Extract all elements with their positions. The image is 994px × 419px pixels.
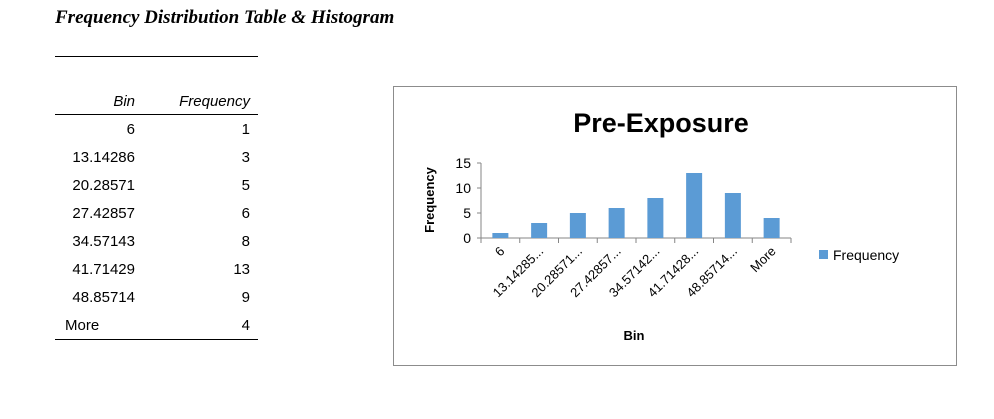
table-row: More 4 <box>55 311 258 340</box>
page-title: Frequency Distribution Table & Histogram <box>55 7 395 28</box>
histogram-svg: Pre-ExposureFrequency051015613.14285...2… <box>422 108 899 343</box>
histogram-bar <box>492 233 509 238</box>
frequency-cell: 13 <box>233 260 250 278</box>
histogram-bar <box>763 218 780 238</box>
frequency-cell: 9 <box>241 288 250 306</box>
y-tick-label: 10 <box>455 180 471 196</box>
frequency-cell: 5 <box>241 176 250 194</box>
x-axis-label: Bin <box>624 328 645 343</box>
frequency-cell: 1 <box>241 120 250 138</box>
frequency-cell: 3 <box>241 148 250 166</box>
bin-cell: 41.71429 <box>72 260 135 278</box>
bin-cell: More <box>55 311 147 340</box>
frequency-table: Bin Frequency 6 1 13.14286 3 20.28571 5 … <box>55 88 258 340</box>
table-row: 13.14286 3 <box>55 143 258 171</box>
y-tick-label: 0 <box>463 230 471 246</box>
y-axis-label: Frequency <box>422 166 437 233</box>
frequency-cell: 4 <box>147 311 258 340</box>
frequency-cell: 6 <box>241 204 250 222</box>
legend-label: Frequency <box>833 247 899 263</box>
histogram-bar <box>647 198 664 238</box>
frequency-cell: 8 <box>241 232 250 250</box>
table-row: 48.85714 9 <box>55 283 258 311</box>
bin-cell: 27.42857 <box>72 204 135 222</box>
y-tick-label: 15 <box>455 155 471 171</box>
chart-title: Pre-Exposure <box>573 108 749 138</box>
bin-cell: 13.14286 <box>72 148 135 166</box>
legend-swatch <box>819 250 828 259</box>
histogram-bar <box>724 193 741 238</box>
table-row: 6 1 <box>55 115 258 144</box>
header-bin: Bin <box>55 88 147 115</box>
histogram-bar <box>686 173 703 238</box>
table-row: 27.42857 6 <box>55 199 258 227</box>
bin-cell: 34.57143 <box>72 232 135 250</box>
x-tick-label: 6 <box>492 244 508 260</box>
table-row: 41.71429 13 <box>55 255 258 283</box>
table-row: 20.28571 5 <box>55 171 258 199</box>
table-row: 34.57143 8 <box>55 227 258 255</box>
histogram-bar <box>531 223 548 238</box>
y-tick-label: 5 <box>463 205 471 221</box>
x-tick-label: More <box>747 244 779 276</box>
histogram-bar <box>569 213 586 238</box>
histogram-chart: Pre-Exposure Frequency 0 5 10 15 6 13.14285... 2… <box>393 86 957 366</box>
bin-cell: 20.28571 <box>72 176 135 194</box>
bin-cell: 48.85714 <box>72 288 135 306</box>
histogram-bar <box>608 208 625 238</box>
bin-cell: 6 <box>126 120 135 138</box>
table-header-row: Bin Frequency <box>55 88 258 115</box>
header-frequency: Frequency <box>147 88 258 115</box>
title-underline <box>55 56 258 57</box>
